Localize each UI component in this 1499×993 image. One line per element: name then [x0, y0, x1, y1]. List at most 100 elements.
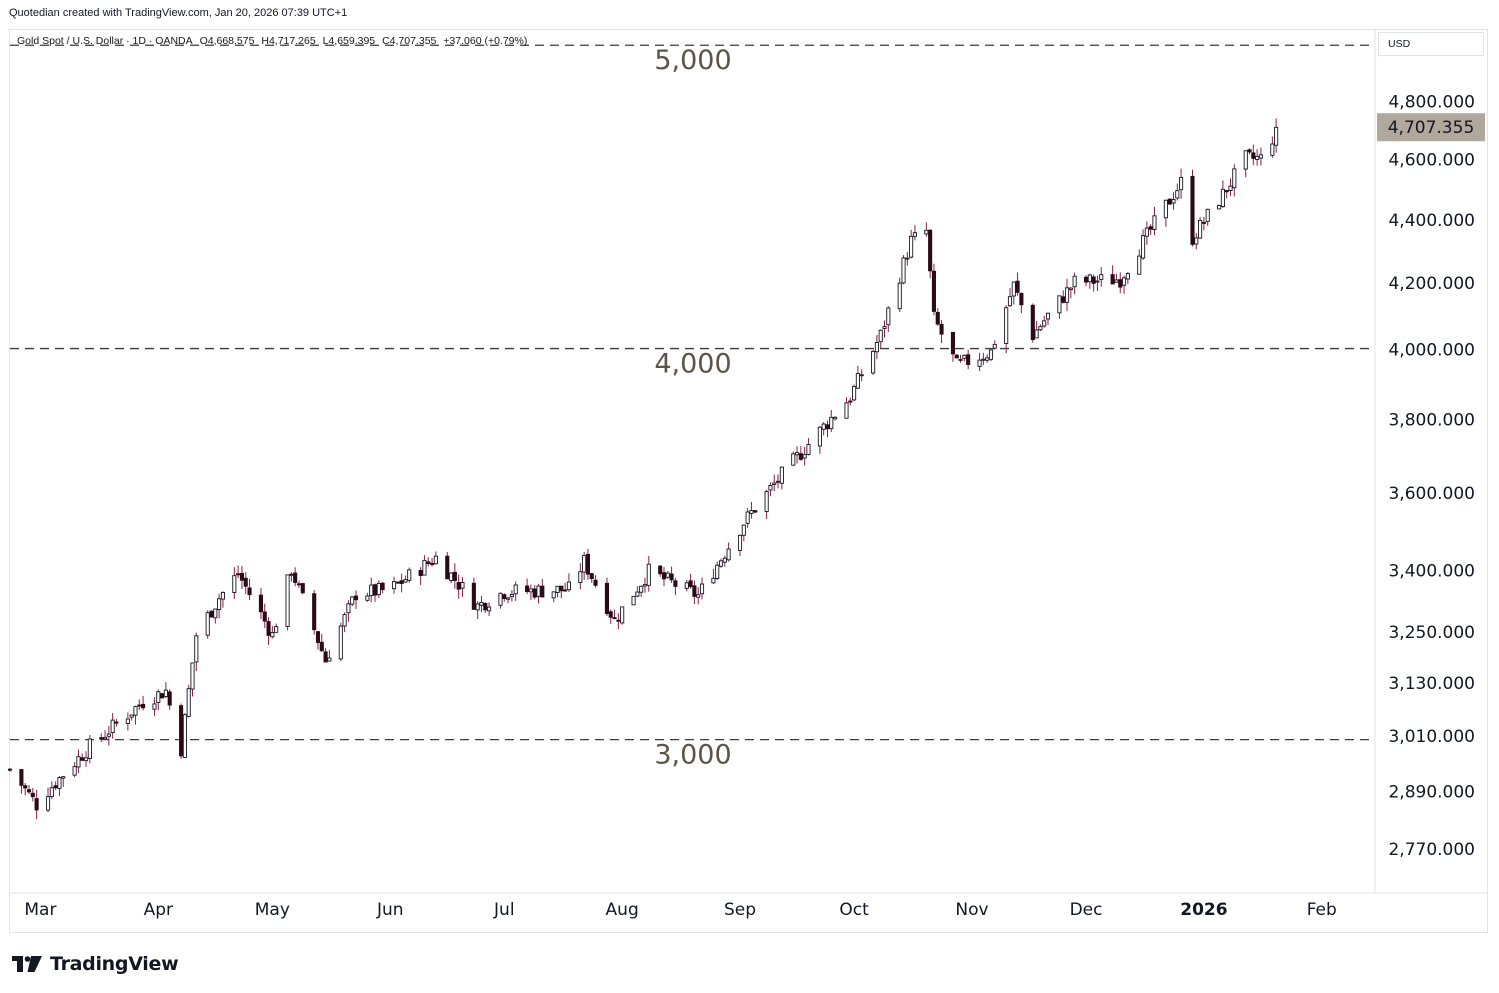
candle-up [1057, 295, 1062, 314]
candle-down [99, 737, 104, 740]
candle-down [266, 621, 271, 636]
time-axis[interactable]: Mar Apr May Jun Jul Aug Sep Oct Nov Dec 2026 Feb [24, 900, 1336, 920]
candle-up [1125, 273, 1130, 280]
candle-up [620, 606, 625, 624]
candle-up [182, 714, 187, 758]
candle-up [1099, 274, 1104, 280]
tradingview-brand[interactable]: TradingView [12, 950, 179, 978]
candle-up [1072, 275, 1077, 288]
candle-down [950, 331, 956, 355]
candle-down [593, 579, 598, 586]
legend-high: H4,717.265 [261, 35, 316, 47]
candle-up [376, 583, 381, 596]
candle-down [935, 311, 940, 325]
price-tick-label: 2,770.000 [1388, 840, 1475, 860]
candle-down [928, 229, 933, 272]
candle-down [312, 593, 317, 631]
candle-down [399, 580, 404, 585]
candle-up [699, 583, 705, 595]
candle-up [795, 452, 800, 456]
candle-up [194, 635, 199, 663]
candle-up [764, 491, 769, 512]
candle-up [433, 555, 438, 565]
candle-up [1064, 287, 1070, 303]
candle-down [1110, 274, 1115, 285]
time-tick-label: Aug [606, 900, 639, 920]
candle-down [848, 400, 853, 403]
candle-up [924, 229, 929, 235]
tradingview-logo-icon [12, 956, 42, 972]
candle-down [483, 602, 488, 611]
candle-up [905, 257, 910, 260]
candle-up [665, 572, 670, 578]
candle-down [1224, 190, 1229, 193]
horizontal-levels: 5,000 4,000 3,000 [10, 44, 1375, 771]
candle-up [737, 534, 743, 551]
candle-up [479, 601, 484, 606]
candle-up [391, 581, 397, 590]
candle-down [418, 570, 423, 576]
candle-up [1011, 281, 1016, 297]
candle-up [1198, 219, 1203, 239]
legend-open: O4,668.575 [199, 35, 255, 47]
candle-up [1004, 307, 1009, 344]
candle-up [205, 612, 210, 636]
time-tick-label: Mar [24, 900, 56, 920]
candle-up [327, 657, 332, 662]
candle-up [779, 466, 784, 484]
candle-up [509, 594, 514, 598]
candle-down [239, 572, 244, 581]
price-tick-label: 4,000.000 [1388, 341, 1475, 361]
candle-up [909, 235, 914, 258]
candle-up [475, 603, 480, 611]
candle-up [270, 631, 275, 638]
candle-up [639, 585, 644, 593]
time-tick-label: May [255, 900, 290, 920]
candle-down [931, 270, 936, 312]
candle-down [456, 582, 461, 590]
price-tick-label: 3,600.000 [1388, 484, 1475, 504]
candle-up [859, 374, 864, 377]
currency-selector[interactable]: USD [1378, 32, 1484, 56]
candle-up [403, 579, 408, 583]
candle-up [635, 591, 640, 597]
candle-down [1148, 226, 1153, 230]
candle-up [125, 718, 130, 724]
candle-down [1251, 152, 1256, 159]
candle-down [315, 631, 321, 643]
price-axis[interactable]: 4,800.000 4,600.000 4,400.000 4,200.000 4,00… [1388, 93, 1475, 860]
candle-up [449, 572, 454, 581]
time-tick-label: Feb [1307, 900, 1337, 920]
candle-down [661, 572, 667, 580]
candle-up [962, 354, 967, 359]
candle-down [471, 582, 476, 610]
price-tick-label: 3,800.000 [1388, 410, 1475, 430]
candle-up [213, 608, 218, 619]
candle-down [296, 583, 302, 586]
candle-down [160, 693, 165, 699]
candle-up [745, 511, 750, 524]
candle-down [939, 324, 944, 335]
candle-up [57, 777, 62, 789]
candle-down [34, 798, 39, 811]
candle-up [711, 577, 716, 584]
candle-down [559, 585, 564, 592]
candle-up [1270, 143, 1275, 156]
candle-up [578, 571, 583, 583]
candle-down [380, 582, 385, 591]
candle-down [825, 424, 830, 430]
price-tick-label: 4,600.000 [1388, 151, 1475, 171]
candle-up [513, 584, 518, 595]
candle-up [715, 564, 720, 580]
candle-down [293, 572, 298, 583]
candle-up [1144, 227, 1149, 237]
candle-up [186, 688, 191, 717]
candle-up [642, 584, 648, 587]
candle-up [61, 776, 66, 779]
candle-up [912, 232, 917, 237]
candle-up [350, 596, 355, 605]
candle-up [684, 582, 689, 589]
candle-up [369, 584, 374, 596]
candle-up [83, 757, 89, 762]
